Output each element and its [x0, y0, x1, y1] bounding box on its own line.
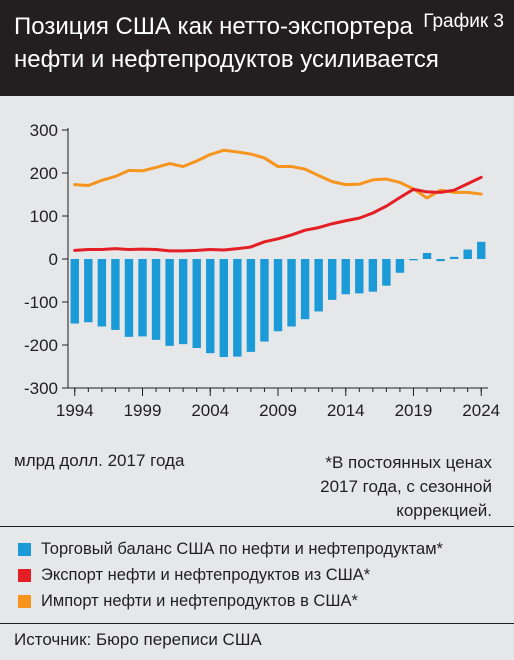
y-tick-label: 0: [49, 250, 58, 269]
balance-bar: [219, 259, 229, 358]
chart-plot: 300 200 100 0 -100 -200 -300 1994 1999 2004 2009 2…: [24, 121, 500, 420]
balance-bars: [70, 241, 486, 358]
y-axis: 300 200 100 0 -100 -200 -300: [24, 121, 69, 398]
balance-bar: [111, 259, 120, 330]
footnote-line-1: *В постоянных ценах: [325, 453, 492, 472]
balance-bar: [314, 259, 323, 312]
footnote-line-2: 2017 года, с сезонной: [320, 477, 492, 496]
legend-item-balance: Торговый баланс США по нефти и нефтепрод…: [18, 537, 443, 561]
legend-item-exports: Экспорт нефти и нефтепродуктов из США*: [18, 563, 370, 587]
series-lines: [73, 148, 483, 253]
exports-line: [73, 175, 483, 253]
legend: Торговый баланс США по нефти и нефтепрод…: [0, 526, 514, 624]
balance-bar: [178, 259, 188, 345]
footnote-line-3: коррекцией.: [396, 501, 492, 520]
balance-bar: [206, 259, 215, 354]
y-tick-label: 300: [30, 121, 58, 140]
balance-bar: [327, 259, 337, 300]
y-tick-label: 200: [30, 164, 58, 183]
balance-bar: [382, 259, 391, 286]
x-tick-label: 1994: [56, 401, 94, 420]
y-tick-label: -100: [24, 293, 58, 312]
legend-item-imports: Импорт нефти и нефтепродуктов в США*: [18, 589, 358, 613]
balance-bar: [192, 259, 201, 349]
balance-bar: [436, 259, 445, 262]
title-line-2: нефти и нефтепродуктов усиливается: [14, 46, 439, 73]
y-tick-label: 100: [30, 207, 58, 226]
balance-bar: [84, 259, 93, 323]
balance-bar: [97, 259, 107, 327]
figure-label: График 3: [423, 11, 504, 32]
x-tick-label: 2009: [259, 401, 297, 420]
balance-bar: [287, 259, 296, 327]
balance-bar: [368, 259, 378, 292]
y-tick-label: -300: [24, 379, 58, 398]
balance-bar: [341, 259, 350, 295]
source-note: Источник: Бюро переписи США: [14, 630, 262, 649]
balance-bar: [246, 259, 256, 352]
balance-bar: [355, 259, 364, 294]
legend-swatch-balance: [18, 542, 31, 556]
balance-bar: [138, 259, 147, 337]
legend-label-imports: Импорт нефти и нефтепродуктов в США*: [41, 591, 358, 610]
balance-bar: [300, 259, 310, 320]
title-line-1: Позиция США как нетто-экспортера: [14, 13, 413, 40]
balance-bar: [124, 259, 134, 337]
x-tick-label: 1999: [124, 401, 162, 420]
y-tick-label: -200: [24, 336, 58, 355]
x-tick-label: 2019: [395, 401, 433, 420]
footnote: *В постоянных ценах 2017 года, с сезонно…: [252, 451, 492, 523]
balance-bar: [273, 259, 283, 332]
balance-bar: [422, 252, 432, 259]
x-tick-label: 2004: [191, 401, 229, 420]
balance-bar: [477, 241, 486, 259]
x-axis: 1994 1999 2004 2009 2014 2019 2024: [56, 387, 500, 420]
balance-bar: [165, 259, 174, 346]
legend-swatch-exports: [18, 568, 31, 582]
legend-label-balance: Торговый баланс США по нефти и нефтепрод…: [41, 539, 443, 558]
balance-bar: [449, 256, 459, 259]
balance-bar: [260, 259, 269, 342]
chart-header: Позиция США как нетто-экспортера нефти и…: [0, 0, 514, 96]
balance-bar: [463, 249, 472, 259]
balance-bar: [70, 259, 79, 324]
x-tick-label: 2024: [462, 401, 500, 420]
balance-bar: [409, 259, 418, 261]
units-label: млрд долл. 2017 года: [14, 451, 185, 470]
legend-swatch-imports: [18, 594, 31, 608]
legend-label-exports: Экспорт нефти и нефтепродуктов из США*: [41, 565, 371, 584]
balance-bar: [151, 259, 161, 340]
balance-bar: [395, 259, 405, 273]
x-tick-label: 2014: [327, 401, 365, 420]
chart-title: Позиция США как нетто-экспортера нефти и…: [14, 10, 439, 76]
balance-bar: [233, 259, 242, 357]
